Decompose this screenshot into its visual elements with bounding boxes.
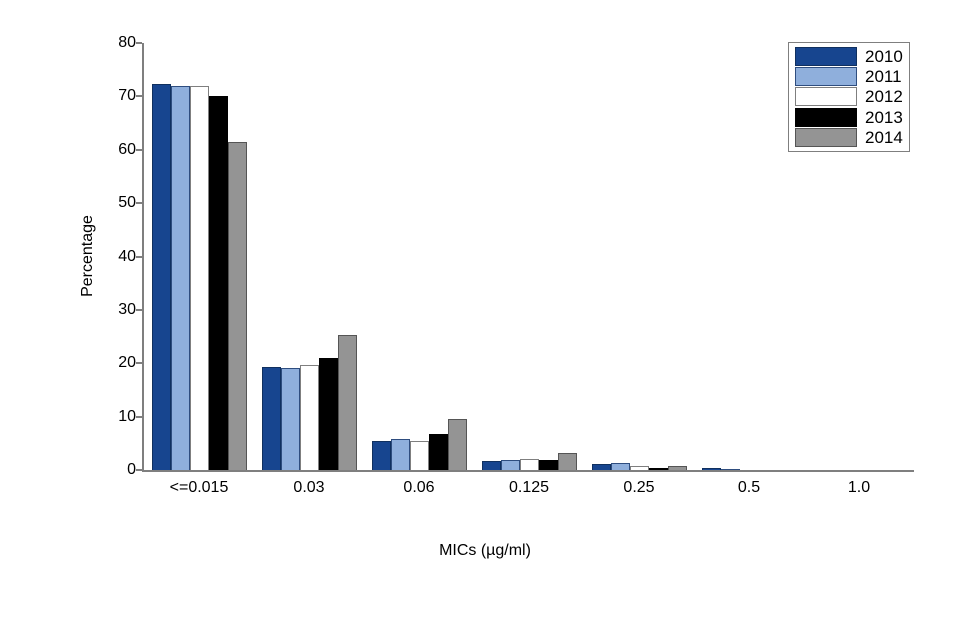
x-tick-label: 0.5 (737, 479, 761, 496)
y-axis-tick (136, 308, 142, 311)
y-axis-tick (136, 469, 142, 471)
bar-2010-0.03 (261, 367, 281, 470)
legend-swatch-2013 (795, 107, 857, 127)
bar-2013-0.25 (648, 468, 668, 470)
plot-area: 0 10 20 30 40 50 60 70 80 <=0.015 0.03 0.06 0.125 0.2… (118, 35, 914, 496)
x-tick-label: 0.03 (293, 479, 325, 496)
bar-2011-0.125 (500, 460, 520, 470)
y-axis-tick (136, 42, 142, 44)
bar-2014-0.125 (557, 453, 577, 470)
y-tick-label: 50 (118, 194, 136, 212)
legend-label: 2012 (865, 87, 903, 107)
bar-2014-0.25 (667, 466, 687, 470)
bar-2011-0.25 (610, 463, 630, 470)
y-tick-label: 0 (127, 461, 136, 478)
bar-2013-0.03 (318, 358, 338, 470)
x-tick-label: 0.25 (623, 479, 655, 496)
x-axis-title: MICs (µg/ml) (439, 542, 531, 559)
x-tick-label: 1.0 (847, 479, 871, 496)
bar-2011-<=0.015 (170, 86, 190, 470)
bar-2010-0.06 (371, 441, 391, 470)
bar-2013-<=0.015 (208, 96, 228, 470)
x-tick-label: 0.06 (403, 479, 435, 496)
y-axis-tick (136, 95, 142, 98)
y-axis-tick (136, 362, 142, 365)
bar-2012-0.06 (409, 441, 429, 470)
y-tick-label: 10 (118, 407, 136, 425)
y-tick-label: 60 (118, 140, 136, 158)
bar-2010-0.125 (481, 461, 501, 470)
legend: 2010 2011 2012 2013 2014 (788, 42, 910, 152)
bar-2011-0.5 (720, 469, 740, 470)
legend-item-2010: 2010 (795, 46, 903, 66)
bar-2014-<=0.015 (227, 142, 247, 470)
legend-swatch-2014 (795, 128, 857, 148)
y-tick-label: 80 (118, 34, 136, 51)
y-tick-label: 20 (118, 354, 136, 372)
legend-label: 2010 (865, 46, 903, 66)
legend-swatch-2010 (795, 46, 857, 66)
legend-item-2013: 2013 (795, 107, 903, 127)
legend-swatch-2011 (795, 67, 857, 87)
bar-2010-0.5 (701, 468, 721, 470)
y-axis-tick (136, 202, 142, 205)
bar-2011-0.06 (390, 439, 410, 470)
bar-2012-0.25 (629, 466, 649, 470)
x-tick-label: 0.125 (508, 479, 550, 496)
y-tick-label: 70 (118, 87, 136, 105)
x-tick-label: <=0.015 (169, 479, 229, 496)
bar-2010-<=0.015 (151, 84, 171, 470)
legend-item-2012: 2012 (795, 87, 903, 107)
bar-2012-0.03 (299, 365, 319, 470)
y-axis-tick (136, 148, 142, 151)
legend-item-2011: 2011 (795, 67, 903, 87)
bar-2012-<=0.015 (189, 86, 209, 470)
bar-2011-0.03 (280, 368, 300, 470)
y-axis-tick (136, 415, 142, 418)
bar-2013-0.125 (538, 460, 558, 470)
bar-2014-0.03 (337, 335, 357, 470)
bar-2010-0.25 (591, 464, 611, 470)
y-tick-label: 30 (118, 300, 136, 318)
y-tick-label: 40 (118, 247, 136, 265)
bar-2014-0.06 (447, 419, 467, 470)
legend-label: 2011 (865, 67, 902, 87)
legend-item-2014: 2014 (795, 128, 903, 148)
legend-swatch-2012 (795, 87, 857, 107)
legend-label: 2013 (865, 107, 903, 127)
legend-label: 2014 (865, 128, 903, 148)
bar-2013-0.06 (428, 434, 448, 470)
y-axis-tick (136, 255, 142, 258)
bar-2012-0.125 (519, 459, 539, 470)
